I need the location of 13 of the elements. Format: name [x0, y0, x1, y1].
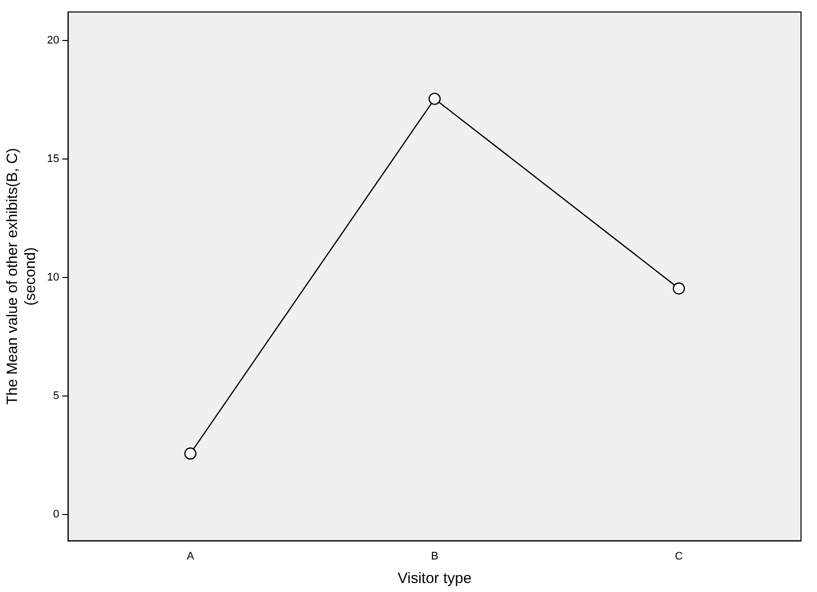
x-axis-title: Visitor type — [398, 570, 472, 588]
y-tick-label: 20 — [46, 34, 60, 46]
x-tick-label: C — [674, 550, 683, 562]
point — [428, 92, 441, 105]
y-tick-label: 10 — [46, 272, 60, 284]
point — [672, 282, 685, 295]
x-tick-label: B — [430, 550, 438, 562]
point — [184, 447, 196, 460]
y-tick-label: 5 — [53, 390, 60, 402]
x-tick-label: A — [186, 550, 195, 562]
y-axis-title: The Mean value of other exhibits(B, C) (second) — [4, 148, 40, 405]
y-tick-label: 15 — [46, 153, 60, 166]
y-tick-label: 0 — [53, 508, 60, 521]
